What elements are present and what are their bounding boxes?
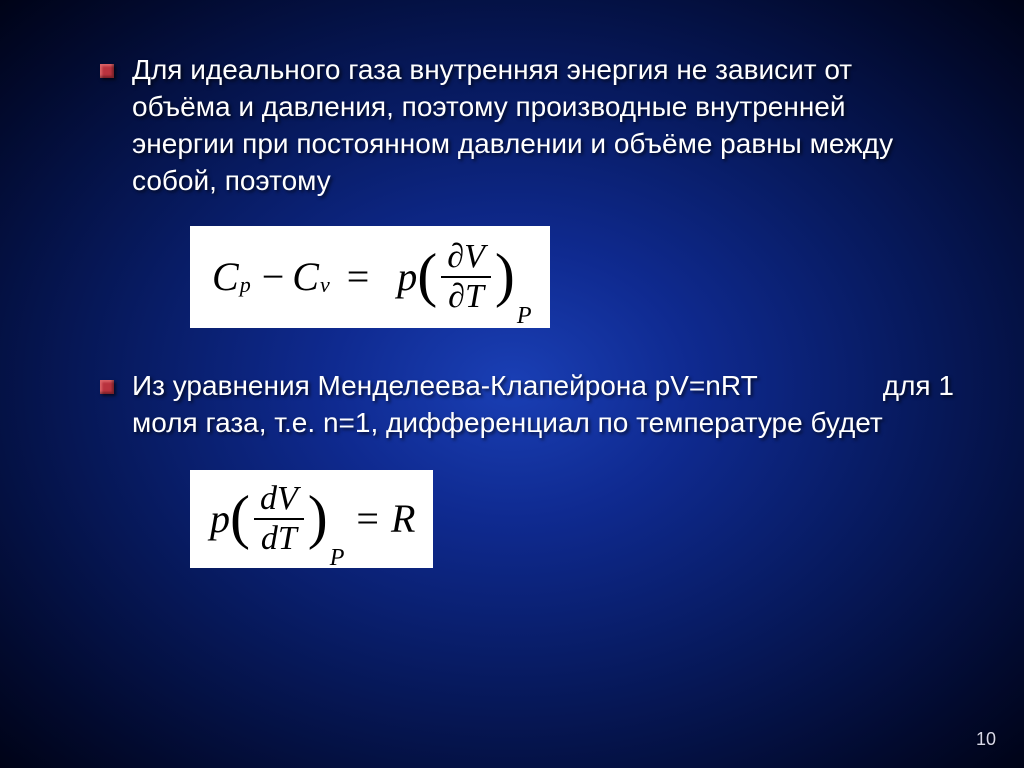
paragraph-2a-text: Из уравнения Менделеева-Клапейрона pV=nR… [132, 370, 757, 401]
lparen: ( [417, 245, 437, 305]
d-den: d [261, 520, 278, 557]
equals-op: = [347, 253, 370, 300]
rparen-2: ) [308, 487, 328, 547]
frac2-den: dT [255, 520, 303, 558]
var-V-num: V [464, 238, 485, 275]
sub-p: p [240, 272, 251, 298]
var-C2: C [292, 253, 319, 300]
frac1-num: ∂V [441, 238, 491, 276]
partial-num: ∂ [447, 238, 464, 275]
bullet-paragraph-1: Для идеального газа внутренняя энергия н… [100, 52, 954, 200]
var-V-num2: V [277, 480, 298, 517]
var-C1: C [212, 253, 239, 300]
outer-sub-P-2: P [330, 545, 345, 572]
equals-op-2: = [356, 495, 379, 542]
var-T-den2: T [278, 520, 297, 557]
formula-1: C p − C v = p ( ∂V ∂T ) P [212, 238, 532, 316]
fraction-2: dV dT [254, 480, 304, 558]
var-R: R [391, 495, 415, 542]
formula-2: p ( dV dT ) P = R [210, 480, 415, 558]
fraction-1: ∂V ∂T [441, 238, 491, 316]
outer-sub-P: P [517, 303, 532, 330]
sub-v: v [320, 272, 330, 298]
formula-1-box: C p − C v = p ( ∂V ∂T ) P [190, 226, 550, 328]
page-number: 10 [976, 729, 996, 750]
partial-den: ∂ [448, 278, 465, 315]
minus-op: − [262, 253, 285, 300]
d-num: d [260, 480, 277, 517]
paragraph-1-text: Для идеального газа внутренняя энергия н… [132, 54, 893, 196]
lparen-2: ( [230, 487, 250, 547]
formula-2-box: p ( dV dT ) P = R [190, 470, 433, 568]
slide: Для идеального газа внутренняя энергия н… [0, 0, 1024, 768]
rparen: ) [495, 245, 515, 305]
frac1-den: ∂T [442, 278, 490, 316]
frac2-num: dV [254, 480, 304, 518]
var-p-rhs: p [397, 253, 417, 300]
var-p-lhs2: p [210, 495, 230, 542]
var-T-den: T [465, 278, 484, 315]
bullet-paragraph-2: Из уравнения Менделеева-Клапейрона pV=nR… [100, 368, 954, 442]
